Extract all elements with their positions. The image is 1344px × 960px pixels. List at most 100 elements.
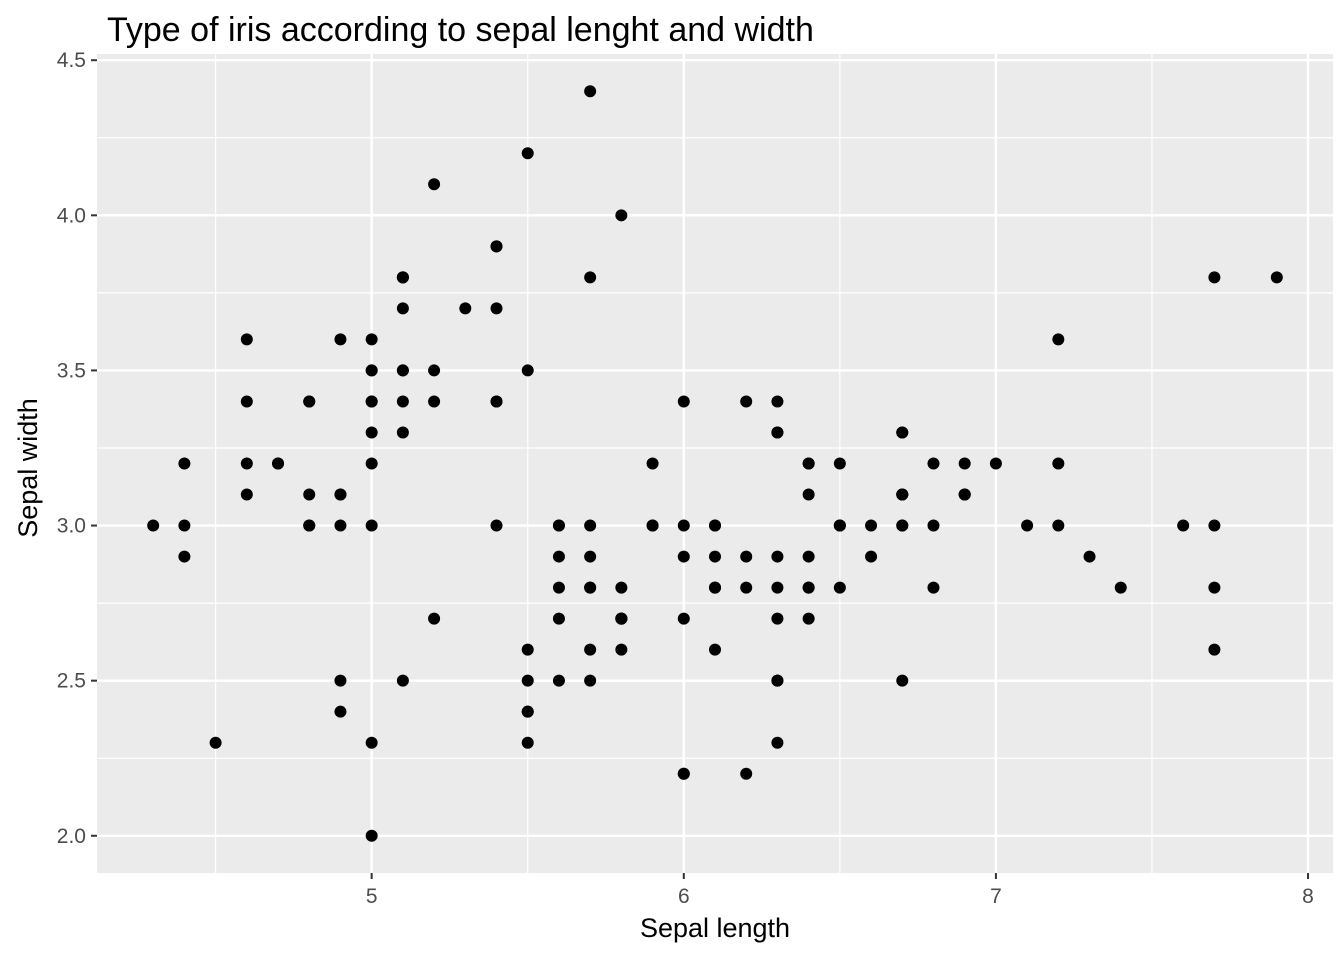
data-point bbox=[833, 457, 846, 470]
data-point bbox=[365, 395, 378, 408]
chart-title: Type of iris according to sepal lenght a… bbox=[107, 11, 814, 49]
data-point bbox=[709, 643, 721, 656]
data-point bbox=[584, 550, 597, 563]
data-point bbox=[272, 457, 285, 470]
data-point bbox=[334, 488, 347, 501]
data-point bbox=[615, 209, 628, 222]
data-point bbox=[584, 271, 597, 284]
data-point bbox=[1208, 271, 1221, 284]
data-point bbox=[833, 519, 846, 532]
data-point bbox=[490, 302, 503, 315]
data-point bbox=[1114, 581, 1127, 594]
data-point bbox=[552, 612, 565, 625]
data-point bbox=[365, 364, 378, 377]
data-point bbox=[584, 643, 597, 656]
data-point bbox=[1052, 457, 1065, 470]
data-point bbox=[584, 519, 597, 532]
data-point bbox=[802, 488, 815, 501]
data-point bbox=[1177, 519, 1190, 532]
data-point bbox=[396, 395, 409, 408]
data-point bbox=[1270, 271, 1283, 284]
x-tick-label: 8 bbox=[1302, 885, 1314, 908]
data-point bbox=[1021, 519, 1034, 532]
data-point bbox=[303, 488, 316, 501]
data-point bbox=[521, 147, 534, 160]
data-point bbox=[490, 240, 503, 253]
data-point bbox=[802, 581, 815, 594]
data-point bbox=[428, 612, 441, 625]
data-point bbox=[1208, 643, 1221, 656]
data-point bbox=[178, 519, 191, 532]
data-point bbox=[646, 457, 659, 470]
data-point bbox=[771, 426, 784, 439]
data-point bbox=[802, 457, 815, 470]
data-point bbox=[334, 705, 347, 718]
x-axis-title: Sepal length bbox=[640, 913, 790, 943]
data-point bbox=[1208, 581, 1221, 594]
data-point bbox=[490, 519, 503, 532]
data-point bbox=[521, 364, 534, 377]
data-point bbox=[521, 643, 534, 656]
data-point bbox=[740, 395, 753, 408]
data-point bbox=[240, 457, 253, 470]
data-point bbox=[927, 519, 940, 532]
data-point bbox=[396, 271, 409, 284]
data-point bbox=[365, 736, 378, 749]
y-tick-label: 2.0 bbox=[57, 825, 86, 848]
data-point bbox=[896, 488, 909, 501]
data-point bbox=[615, 612, 628, 625]
data-point bbox=[771, 736, 784, 749]
data-point bbox=[740, 767, 753, 780]
data-point bbox=[958, 488, 971, 501]
data-point bbox=[365, 426, 378, 439]
data-point bbox=[740, 581, 753, 594]
data-point bbox=[396, 364, 409, 377]
data-point bbox=[896, 519, 909, 532]
data-point bbox=[802, 550, 815, 563]
data-point bbox=[490, 395, 503, 408]
data-point bbox=[927, 457, 940, 470]
x-tick-label: 5 bbox=[366, 885, 378, 908]
data-point bbox=[740, 550, 753, 563]
data-point bbox=[365, 333, 378, 346]
data-point bbox=[396, 302, 409, 315]
y-tick-label: 3.0 bbox=[57, 515, 86, 538]
y-axis-title: Sepal width bbox=[13, 398, 43, 538]
y-tick-label: 3.5 bbox=[57, 359, 86, 382]
data-point bbox=[552, 550, 565, 563]
data-point bbox=[365, 829, 378, 842]
data-point bbox=[677, 550, 690, 563]
data-point bbox=[584, 674, 597, 687]
data-point bbox=[365, 457, 378, 470]
data-point bbox=[428, 395, 441, 408]
plot-panel bbox=[97, 54, 1333, 873]
data-point bbox=[209, 736, 222, 749]
data-point bbox=[396, 426, 409, 439]
data-point bbox=[802, 612, 815, 625]
data-point bbox=[1208, 519, 1221, 532]
data-point bbox=[240, 488, 253, 501]
data-point bbox=[428, 178, 441, 191]
data-point bbox=[771, 550, 784, 563]
data-points bbox=[147, 85, 1283, 842]
data-point bbox=[147, 519, 160, 532]
data-point bbox=[709, 519, 721, 532]
x-tick-label: 6 bbox=[678, 885, 690, 908]
data-point bbox=[709, 581, 721, 594]
y-tick-label: 4.5 bbox=[57, 49, 86, 72]
data-point bbox=[1083, 550, 1096, 563]
data-point bbox=[584, 581, 597, 594]
data-point bbox=[771, 674, 784, 687]
data-point bbox=[677, 767, 690, 780]
data-point bbox=[1052, 333, 1065, 346]
data-point bbox=[521, 705, 534, 718]
data-point bbox=[365, 519, 378, 532]
data-point bbox=[896, 426, 909, 439]
data-point bbox=[334, 519, 347, 532]
data-point bbox=[927, 581, 940, 594]
data-point bbox=[334, 333, 347, 346]
data-point bbox=[552, 674, 565, 687]
y-tick-label: 2.5 bbox=[57, 670, 86, 693]
data-point bbox=[709, 550, 721, 563]
